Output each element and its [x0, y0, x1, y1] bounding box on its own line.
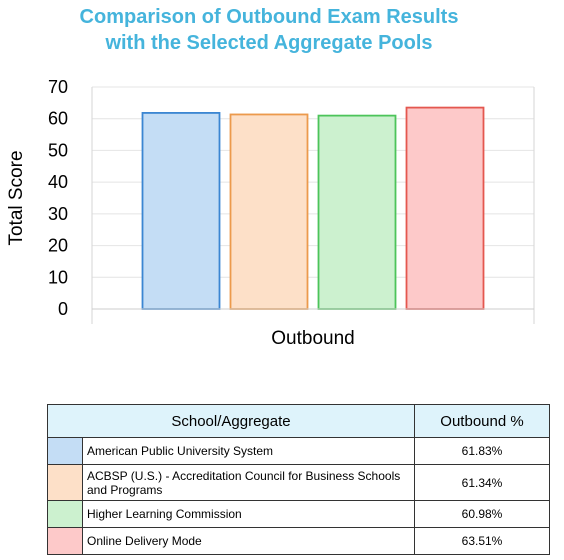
table-row: ACBSP (U.S.) - Accreditation Council for… — [47, 464, 550, 501]
color-swatch — [47, 437, 83, 465]
y-tick-label: 50 — [48, 140, 68, 160]
table-row: American Public University System 61.83% — [47, 437, 550, 465]
y-tick-label: 30 — [48, 204, 68, 224]
bar — [405, 106, 485, 310]
y-axis-label: Total Score — [6, 150, 27, 245]
y-tick-label: 40 — [48, 172, 68, 192]
color-swatch — [47, 527, 83, 555]
outbound-value: 63.51% — [414, 527, 550, 555]
y-tick-label: 0 — [58, 299, 68, 319]
school-name: Online Delivery Mode — [82, 527, 415, 555]
color-swatch — [47, 464, 83, 501]
table-row: Higher Learning Commission 60.98% — [47, 500, 550, 528]
y-tick-label: 20 — [48, 236, 68, 256]
bar — [317, 114, 397, 310]
header-school: School/Aggregate — [47, 404, 415, 438]
color-swatch — [47, 500, 83, 528]
school-name: Higher Learning Commission — [82, 500, 415, 528]
school-name: American Public University System — [82, 437, 415, 465]
legend-table: School/Aggregate Outbound % American Pub… — [47, 404, 550, 555]
header-value: Outbound % — [414, 404, 550, 438]
y-axis-ticks: 0 10 20 30 40 50 60 70 — [48, 77, 68, 319]
chart-title-line-2: with the Selected Aggregate Pools — [104, 32, 432, 54]
bar-chart: Comparison of Outbound Exam Results with… — [6, 6, 535, 349]
outbound-value: 61.83% — [414, 437, 550, 465]
x-axis-label: Outbound — [271, 328, 354, 349]
bar — [229, 113, 309, 310]
outbound-value: 61.34% — [414, 464, 550, 501]
chart-title-line-1: Comparison of Outbound Exam Results — [80, 6, 459, 28]
school-name: ACBSP (U.S.) - Accreditation Council for… — [82, 464, 415, 501]
y-tick-label: 60 — [48, 109, 68, 129]
outbound-value: 60.98% — [414, 500, 550, 528]
table-row: Online Delivery Mode 63.51% — [47, 527, 550, 555]
y-tick-label: 10 — [48, 267, 68, 287]
bars — [141, 106, 485, 310]
y-tick-label: 70 — [48, 77, 68, 97]
bar — [141, 112, 221, 310]
